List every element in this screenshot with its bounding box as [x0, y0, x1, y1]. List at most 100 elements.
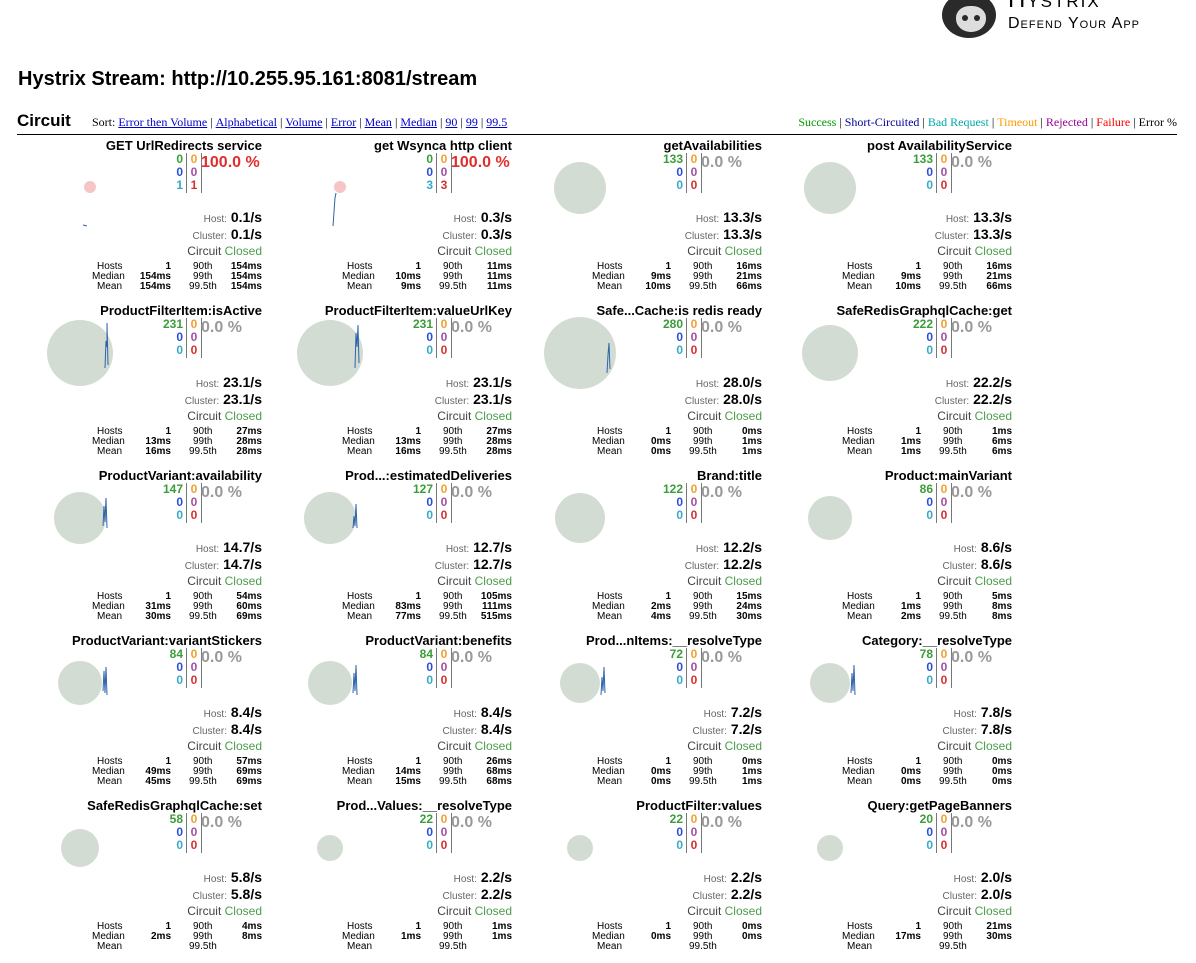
- sort-error[interactable]: Error: [330, 115, 357, 129]
- legend-error-percent: Error %: [1138, 115, 1177, 129]
- circuit-name: ProductFilterItem:valueUrlKey: [324, 303, 512, 318]
- sort-volume[interactable]: Volume: [285, 115, 323, 129]
- logo-subtitle: Defend Your App: [1008, 15, 1141, 32]
- counts-left: 22 0 0: [405, 813, 433, 852]
- cluster-rate: Cluster: 28.0/s: [684, 391, 762, 407]
- error-percent: 0.0 %: [951, 484, 992, 501]
- sort-median[interactable]: Median: [400, 115, 437, 129]
- short-circuited-count: 0: [676, 165, 683, 179]
- sparkline: [600, 666, 606, 696]
- bad-request-count: 0: [676, 343, 683, 357]
- success-count: 222: [912, 317, 933, 331]
- success-count: 72: [669, 647, 683, 661]
- timeout-count: 0: [190, 812, 198, 826]
- circuit-card: ProductVariant:benefits 84 0 0 0 0 0 0.0 % Host:…: [265, 633, 515, 798]
- circuit-card: ProductFilterItem:valueUrlKey 231 0 0 0 0 0 0.0…: [265, 303, 515, 468]
- error-percent: 0.0 %: [201, 484, 242, 501]
- circuit-card: SafeRedisGraphqlCache:get 222 0 0 0 0 0 0.0 % Ho…: [765, 303, 1015, 468]
- circuit-status: Circuit Closed: [687, 904, 762, 918]
- short-circuited-count: 0: [676, 660, 683, 674]
- logo-title: Hystrix: [1008, 0, 1101, 12]
- host-rate: Host: 2.2/s: [453, 869, 512, 885]
- failure-count: 3: [440, 178, 448, 192]
- circuit-card: SafeRedisGraphqlCache:set 58 0 0 0 0 0 0.0 % Hos…: [15, 798, 265, 963]
- circuit-status: Circuit Closed: [437, 574, 512, 588]
- health-bubble: [84, 181, 96, 193]
- sort-error-then-volume[interactable]: Error then Volume: [118, 115, 208, 129]
- health-bubble: [802, 325, 858, 381]
- rejected-count: 0: [440, 165, 448, 179]
- circuit-name: ProductFilterItem:isActive: [100, 303, 262, 318]
- failure-count: 0: [690, 343, 698, 357]
- error-percent: 0.0 %: [951, 154, 992, 171]
- rejected-count: 0: [440, 495, 448, 509]
- success-count: 122: [662, 482, 683, 496]
- health-bubble: [810, 663, 850, 703]
- rejected-count: 0: [690, 330, 698, 344]
- circuit-name: Brand:title: [697, 468, 762, 483]
- timeout-count: 0: [940, 812, 948, 826]
- error-percent: 0.0 %: [701, 649, 742, 666]
- rejected-count: 0: [690, 825, 698, 839]
- cluster-rate: Cluster: 0.1/s: [192, 226, 262, 242]
- circuit-header: Circuit Sort: Error then Volume | Alphabet…: [17, 108, 1177, 135]
- circuit-closed-status: Closed: [474, 409, 512, 423]
- timeout-count: 0: [940, 482, 948, 496]
- failure-count: 0: [190, 673, 198, 687]
- timeout-count: 0: [440, 482, 448, 496]
- sort-alphabetical[interactable]: Alphabetical: [215, 115, 277, 129]
- success-count: 22: [419, 812, 433, 826]
- circuit-card: post AvailabilityService 133 0 0 0 0 0 0.0 % Hos…: [765, 138, 1015, 303]
- counts-left: 222 0 0: [905, 318, 933, 357]
- bad-request-count: 0: [176, 673, 183, 687]
- success-count: 231: [162, 317, 183, 331]
- error-percent: 0.0 %: [201, 649, 242, 666]
- health-bubble: [304, 492, 356, 544]
- circuit-card: getAvailabilities 133 0 0 0 0 0 0.0 % Host: 13.3…: [515, 138, 765, 303]
- failure-count: 0: [940, 343, 948, 357]
- circuit-status: Circuit Closed: [187, 904, 262, 918]
- sort-mean[interactable]: Mean: [364, 115, 392, 129]
- bad-request-count: 0: [926, 508, 933, 522]
- sort-99-5[interactable]: 99.5: [486, 115, 508, 129]
- sort-bar: Sort: Error then Volume | Alphabetical | Vol…: [92, 115, 508, 129]
- health-bubble: [297, 320, 363, 386]
- cluster-rate: Cluster: 14.7/s: [184, 556, 262, 572]
- failure-count: 1: [190, 178, 198, 192]
- counts-left: 231 0 0: [155, 318, 183, 357]
- host-rate: Host: 7.2/s: [703, 704, 762, 720]
- cluster-rate: Cluster: 8.4/s: [442, 721, 512, 737]
- host-rate: Host: 2.0/s: [953, 869, 1012, 885]
- timeout-count: 0: [690, 482, 698, 496]
- short-circuited-count: 0: [676, 330, 683, 344]
- success-count: 22: [669, 812, 683, 826]
- sort-99[interactable]: 99: [465, 115, 478, 129]
- circuit-card: Query:getPageBanners 20 0 0 0 0 0 0.0 % Host: 2.…: [765, 798, 1015, 963]
- success-count: 280: [662, 317, 683, 331]
- host-rate: Host: 8.4/s: [453, 704, 512, 720]
- error-percent: 0.0 %: [701, 814, 742, 831]
- circuit-card: ProductFilterItem:isActive 231 0 0 0 0 0 0.0 % H…: [15, 303, 265, 468]
- bad-request-count: 0: [926, 343, 933, 357]
- rejected-count: 0: [940, 165, 948, 179]
- bad-request-count: 0: [676, 838, 683, 852]
- short-circuited-count: 0: [926, 165, 933, 179]
- failure-count: 0: [440, 673, 448, 687]
- sort-90[interactable]: 90: [445, 115, 458, 129]
- bad-request-count: 0: [426, 343, 433, 357]
- health-bubble: [308, 661, 352, 705]
- short-circuited-count: 0: [426, 660, 433, 674]
- success-count: 147: [162, 482, 183, 496]
- legend-timeout: Timeout: [997, 115, 1038, 129]
- circuit-card: Prod...Values:__resolveType 22 0 0 0 0 0 0.0 % H…: [265, 798, 515, 963]
- circuit-card: Prod...nItems:__resolveType 72 0 0 0 0 0 0.0 % H…: [515, 633, 765, 798]
- sparkline: [352, 503, 358, 529]
- circuit-closed-status: Closed: [224, 904, 262, 918]
- bad-request-count: 0: [926, 838, 933, 852]
- failure-count: 0: [440, 838, 448, 852]
- stream-title: Hystrix Stream: http://10.255.95.161:808…: [18, 68, 478, 90]
